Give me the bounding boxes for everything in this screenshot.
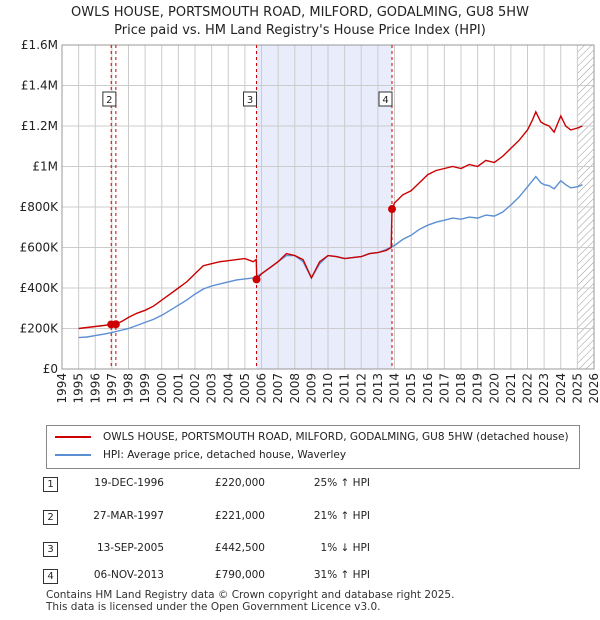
transaction-label: 4	[378, 91, 393, 107]
chart-title: OWLS HOUSE, PORTSMOUTH ROAD, MILFORD, GO…	[71, 5, 529, 20]
x-tick-label: 2012	[354, 373, 368, 404]
x-tick-label: 1996	[88, 373, 102, 404]
x-tick-label: 2025	[570, 373, 584, 404]
footer-line-1: Contains HM Land Registry data © Crown c…	[46, 589, 455, 601]
legend-label-hpi: HPI: Average price, detached house, Wave…	[103, 449, 347, 461]
transaction-number: 3	[43, 542, 58, 557]
x-tick-label: 2022	[521, 373, 535, 404]
legend-label-property: OWLS HOUSE, PORTSMOUTH ROAD, MILFORD, GO…	[103, 431, 569, 443]
x-tick-label: 2000	[155, 373, 169, 404]
x-tick-label: 1998	[122, 373, 136, 404]
y-tick-label: £1.2M	[21, 119, 58, 133]
x-tick-label: 2009	[304, 373, 318, 404]
x-tick-label: 2003	[205, 373, 219, 404]
transaction-price: £221,000	[214, 510, 265, 522]
transaction-date: 13-SEP-2005	[96, 542, 164, 554]
x-tick-label: 1994	[55, 373, 69, 404]
transaction-date: 06-NOV-2013	[93, 569, 164, 581]
legend-swatch-property	[55, 436, 91, 438]
table-row: 3 13-SEP-2005 £442,500 1% ↓ HPI	[0, 540, 600, 560]
y-tick-label: £0	[43, 362, 58, 376]
x-tick-label: 2017	[437, 373, 451, 404]
transaction-marker	[388, 205, 397, 214]
transaction-hpi-change: 21% ↑ HPI	[313, 510, 370, 522]
transaction-number: 4	[43, 569, 58, 584]
x-tick-label: 2015	[404, 373, 418, 404]
transaction-date: 19-DEC-1996	[94, 477, 164, 489]
x-tick-label: 2011	[338, 373, 352, 404]
table-row: 4 06-NOV-2013 £790,000 31% ↑ HPI	[0, 567, 600, 587]
x-tick-label: 2008	[288, 373, 302, 404]
transaction-label-box	[378, 91, 393, 107]
x-tick-label: 2005	[238, 373, 252, 404]
x-tick-label: 2016	[421, 373, 435, 404]
y-tick-label: £400K	[20, 281, 60, 295]
x-tick-label: 1999	[138, 373, 152, 404]
y-tick-label: £200K	[20, 322, 60, 336]
y-tick-label: £1.6M	[21, 38, 58, 52]
property-series-line	[78, 110, 583, 330]
footer-line-2: This data is licensed under the Open Gov…	[46, 601, 381, 613]
x-tick-label: 2007	[271, 373, 285, 404]
x-tick-label: 2004	[221, 373, 235, 404]
plot-border	[61, 44, 595, 370]
transaction-label-box	[243, 91, 258, 107]
x-tick-label: 2002	[188, 373, 202, 404]
y-tick-label: £1.4M	[21, 79, 58, 93]
table-row: 1 19-DEC-1996 £220,000 25% ↑ HPI	[0, 475, 600, 495]
x-tick-label: 2001	[171, 373, 185, 404]
transaction-hpi-change: 25% ↑ HPI	[313, 477, 370, 489]
transaction-number: 2	[43, 510, 58, 525]
transaction-price: £220,000	[214, 477, 265, 489]
transaction-label-text: 2	[106, 95, 112, 106]
transaction-price: £442,500	[214, 542, 265, 554]
x-tick-label: 2021	[504, 373, 518, 404]
x-tick-label: 1997	[105, 373, 119, 404]
x-tick-label: 2024	[554, 373, 568, 404]
x-tick-label: 2006	[255, 373, 269, 404]
x-tick-label: 2020	[487, 373, 501, 404]
y-tick-label: £800K	[20, 200, 60, 214]
x-tick-label: 2013	[371, 373, 385, 404]
table-row: 2 27-MAR-1997 £221,000 21% ↑ HPI	[0, 508, 600, 528]
x-tick-label: 2026	[587, 373, 600, 404]
legend: OWLS HOUSE, PORTSMOUTH ROAD, MILFORD, GO…	[46, 425, 580, 469]
transaction-label-text: 4	[382, 95, 388, 106]
transaction-marker	[252, 275, 261, 284]
y-tick-label: £1M	[32, 160, 58, 174]
x-tick-label: 1995	[72, 373, 86, 404]
transaction-date: 27-MAR-1997	[93, 510, 164, 522]
transaction-price: £790,000	[214, 569, 265, 581]
chart-subtitle: Price paid vs. HM Land Registry's House …	[114, 23, 486, 38]
transaction-label-box	[102, 91, 117, 107]
x-tick-label: 2019	[471, 373, 485, 404]
transaction-label-text: 3	[247, 95, 253, 106]
footer-attribution: Contains HM Land Registry data © Crown c…	[46, 589, 454, 613]
transaction-label: 3	[243, 91, 258, 107]
transaction-marker	[111, 320, 120, 329]
transaction-hpi-change: 1% ↓ HPI	[320, 542, 370, 554]
x-tick-label: 2023	[537, 373, 551, 404]
legend-item-property: OWLS HOUSE, PORTSMOUTH ROAD, MILFORD, GO…	[55, 429, 569, 445]
x-tick-label: 2018	[454, 373, 468, 404]
legend-item-hpi: HPI: Average price, detached house, Wave…	[55, 447, 346, 463]
legend-swatch-hpi	[55, 454, 91, 456]
transaction-label: 2	[102, 91, 117, 107]
price-chart: £0 £200K £400K £600K £800K £1M £1.2M £1.4M £1.6M…	[20, 38, 600, 404]
x-tick-label: 2014	[388, 373, 402, 404]
transaction-hpi-change: 31% ↑ HPI	[313, 569, 370, 581]
y-tick-label: £600K	[20, 241, 60, 255]
transaction-number: 1	[43, 477, 58, 492]
x-tick-label: 2010	[321, 373, 335, 404]
